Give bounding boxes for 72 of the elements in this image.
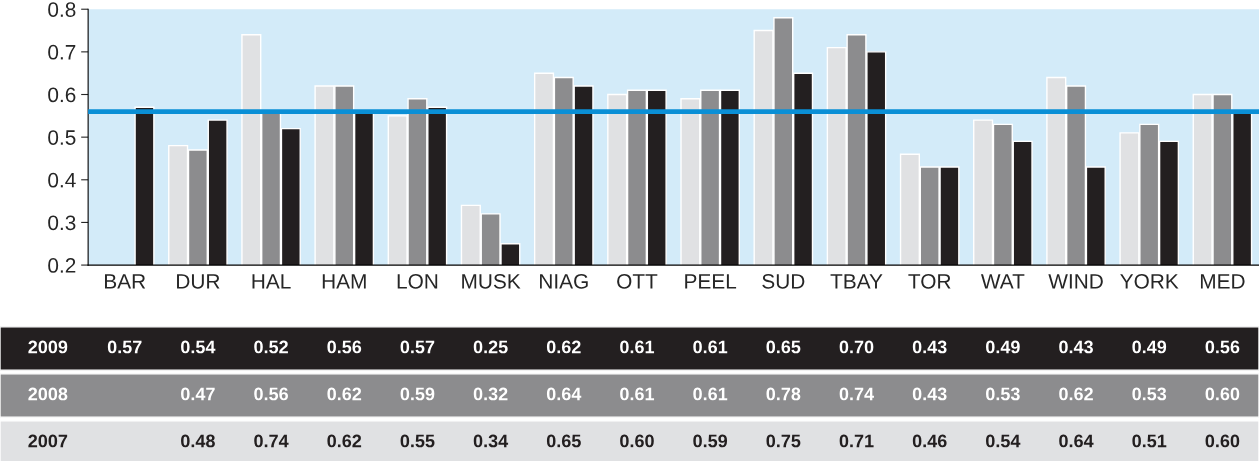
data-label: 0.75 <box>766 434 801 448</box>
data-label: 0.56 <box>254 387 288 401</box>
data-label: 0.52 <box>254 340 288 354</box>
data-label: 0.32 <box>473 387 508 401</box>
data-label: 0.48 <box>181 434 215 448</box>
data-label: 0.43 <box>1059 340 1093 354</box>
x-tick-label: NIAG <box>540 273 588 289</box>
x-tick-label: MUSK <box>462 273 521 289</box>
data-label: 0.61 <box>693 387 728 401</box>
x-tick-label: WIND <box>1048 274 1103 289</box>
data-label: 0.49 <box>986 340 1020 354</box>
data-label: 0.65 <box>546 434 581 448</box>
text: 2007 <box>28 434 68 448</box>
x-tick-label: DUR <box>177 274 220 289</box>
data-label: 0.53 <box>1132 387 1167 401</box>
x-tick-label: BAR <box>105 274 146 289</box>
x-tick-label: OTT <box>617 273 658 289</box>
y-tick-label: 0.8 <box>48 2 76 17</box>
y-tick-label: 0.4 <box>48 172 76 188</box>
data-label: 0.56 <box>1205 340 1240 354</box>
data-label: 0.56 <box>327 340 362 354</box>
data-label: 0.51 <box>1132 434 1167 448</box>
data-label: 0.47 <box>181 387 215 401</box>
data-label: 0.61 <box>620 340 655 354</box>
y-tick-label: 0.2 <box>48 258 76 273</box>
x-tick-label: SUD <box>762 273 805 289</box>
x-tick-label: LON <box>397 273 438 289</box>
data-label: 0.57 <box>400 340 435 354</box>
x-tick-label: TBAY <box>830 274 883 289</box>
x-tick-label: HAL <box>252 274 291 289</box>
x-tick-label: YORK <box>1120 273 1179 289</box>
x-tick-label: WAT <box>980 274 1025 289</box>
y-tick-label: 0.7 <box>48 44 76 60</box>
data-label: 0.57 <box>107 340 142 354</box>
data-label: 0.60 <box>1205 434 1240 448</box>
data-label: 0.54 <box>986 434 1021 448</box>
data-label: 0.61 <box>620 387 655 401</box>
data-label: 0.55 <box>400 434 435 448</box>
y-tick-label: 0.3 <box>48 215 76 231</box>
data-label: 0.59 <box>693 434 728 448</box>
data-label: 0.60 <box>1205 387 1240 401</box>
data-label: 0.64 <box>546 387 582 401</box>
data-label: 0.54 <box>181 340 216 354</box>
data-label: 0.71 <box>839 434 874 448</box>
text: 2009 <box>28 340 68 354</box>
data-label: 0.65 <box>766 340 801 354</box>
y-tick-label: 0.5 <box>48 130 76 145</box>
data-label: 0.43 <box>912 387 947 401</box>
data-label: 0.25 <box>473 340 508 354</box>
data-label: 0.59 <box>400 387 435 401</box>
data-label: 0.74 <box>254 434 289 448</box>
data-label: 0.62 <box>546 340 581 354</box>
data-label: 0.74 <box>839 387 874 401</box>
data-label: 0.53 <box>986 387 1020 401</box>
data-label: 0.43 <box>912 340 947 354</box>
x-tick-label: HAM <box>322 274 366 289</box>
x-tick-label: MED <box>1200 274 1245 289</box>
data-label: 0.78 <box>766 387 801 401</box>
x-tick-label: PEEL <box>685 274 737 289</box>
data-label: 0.61 <box>693 340 728 354</box>
data-label: 0.70 <box>839 340 874 354</box>
data-label: 0.49 <box>1132 340 1167 354</box>
data-label: 0.62 <box>327 434 362 448</box>
text: 2008 <box>28 387 68 401</box>
y-tick-label: 0.6 <box>48 87 76 103</box>
data-label: 0.34 <box>473 434 509 448</box>
data-label: 0.46 <box>912 434 947 448</box>
data-label: 0.60 <box>620 434 654 448</box>
data-label: 0.62 <box>1059 387 1093 401</box>
x-tick-label: TOR <box>908 273 951 289</box>
data-label: 0.62 <box>327 387 362 401</box>
data-label: 0.64 <box>1059 434 1094 448</box>
